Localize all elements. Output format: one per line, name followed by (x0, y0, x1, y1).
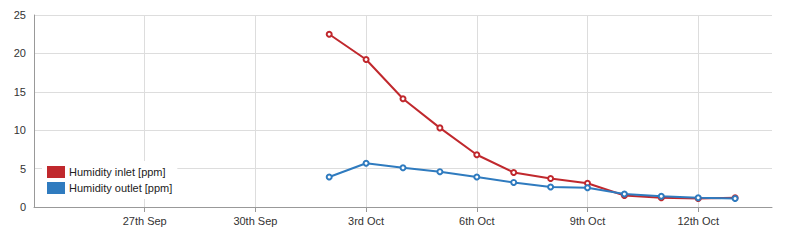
svg-text:30th Sep: 30th Sep (233, 215, 277, 227)
svg-text:25: 25 (14, 9, 26, 21)
svg-text:27th Sep: 27th Sep (123, 215, 167, 227)
svg-text:6th Oct: 6th Oct (459, 215, 494, 227)
svg-text:Humidity outlet [ppm]: Humidity outlet [ppm] (69, 182, 172, 194)
svg-text:Humidity inlet [ppm]: Humidity inlet [ppm] (69, 166, 166, 178)
svg-text:15: 15 (14, 86, 26, 98)
svg-text:0: 0 (20, 201, 26, 213)
svg-text:12th Oct: 12th Oct (677, 215, 719, 227)
svg-text:9th Oct: 9th Oct (570, 215, 605, 227)
svg-text:5: 5 (20, 163, 26, 175)
svg-text:3rd Oct: 3rd Oct (348, 215, 384, 227)
svg-text:20: 20 (14, 47, 26, 59)
svg-text:10: 10 (14, 124, 26, 136)
